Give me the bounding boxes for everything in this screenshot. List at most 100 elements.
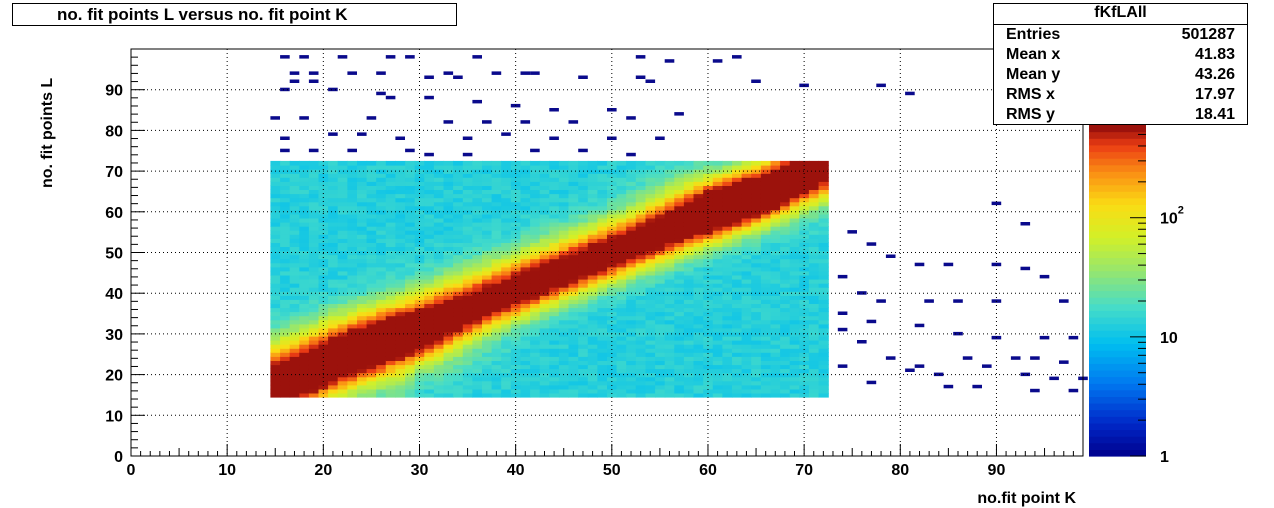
heatmap-cell — [491, 295, 502, 300]
heatmap-cell — [308, 356, 320, 361]
heatmap-cell — [741, 274, 752, 280]
heatmap-cell — [712, 185, 723, 190]
heatmap-cell — [520, 311, 531, 317]
heatmap-cell — [270, 230, 281, 235]
heatmap-cell — [780, 234, 791, 239]
heatmap-cell — [328, 173, 339, 178]
heatmap-cell — [308, 181, 320, 186]
heatmap-cell — [751, 376, 762, 382]
heatmap-cell — [443, 303, 454, 309]
heatmap-cell — [789, 160, 800, 166]
heatmap-cell — [799, 368, 810, 374]
heatmap-cell — [424, 160, 435, 166]
heatmap-cell — [693, 246, 704, 252]
heatmap-cell — [308, 189, 320, 195]
heatmap-cell — [530, 254, 541, 260]
heatmap-cell — [549, 392, 560, 398]
heatmap-cell — [597, 315, 608, 321]
heatmap-cell — [741, 283, 752, 288]
heatmap-cell — [308, 327, 320, 333]
heatmap-cell — [491, 315, 502, 321]
heatmap-cell — [433, 384, 445, 390]
heatmap-cell — [395, 169, 406, 174]
heatmap-cell — [357, 209, 368, 215]
heatmap-cell — [530, 226, 541, 231]
heatmap-cell — [539, 364, 550, 370]
heatmap-cell — [808, 392, 820, 398]
heatmap-cell — [491, 319, 502, 325]
heatmap-cell — [539, 238, 550, 243]
heatmap-cell — [424, 95, 434, 100]
heatmap-cell — [568, 352, 579, 357]
heatmap-cell — [280, 193, 291, 199]
heatmap-cell — [674, 266, 685, 272]
heatmap-cell — [270, 197, 281, 203]
heatmap-cell — [472, 295, 483, 300]
heatmap-cell — [857, 291, 867, 295]
color-scale-segment — [1089, 389, 1146, 397]
heatmap-cell — [693, 364, 704, 370]
heatmap-cell — [395, 299, 406, 304]
heatmap-cell — [280, 169, 291, 174]
heatmap-cell — [607, 319, 618, 325]
x-tick-label: 80 — [891, 462, 909, 479]
heatmap-cell — [539, 242, 550, 247]
heatmap-cell — [568, 185, 579, 190]
heatmap-cell — [626, 197, 637, 203]
heatmap-cell — [376, 307, 387, 313]
heatmap-cell — [424, 201, 435, 207]
heatmap-cell — [789, 392, 800, 398]
heatmap-cell — [328, 230, 339, 235]
heatmap-cell — [366, 279, 377, 284]
heatmap-cell — [530, 323, 541, 329]
heatmap-cell — [568, 169, 579, 174]
heatmap-cell — [607, 177, 618, 182]
heatmap-cell — [645, 340, 656, 345]
heatmap-cell — [443, 360, 454, 366]
heatmap-cell — [482, 258, 493, 264]
heatmap-cell — [395, 217, 406, 223]
heatmap-cell — [501, 352, 512, 357]
heatmap-cell — [626, 246, 637, 252]
heatmap-cell — [347, 270, 358, 276]
heatmap-cell — [780, 165, 791, 170]
heatmap-cell — [366, 287, 377, 292]
heatmap-cell — [664, 177, 675, 182]
heatmap-cell — [472, 55, 482, 59]
heatmap-cell — [443, 372, 454, 378]
heatmap-cell — [674, 380, 685, 386]
heatmap-cell — [357, 226, 368, 231]
color-scale-segment — [1089, 369, 1146, 378]
heatmap-cell — [655, 189, 666, 195]
heatmap-cell — [568, 335, 579, 341]
heatmap-cell — [751, 250, 762, 256]
heatmap-cell — [597, 356, 608, 361]
heatmap-cell — [405, 189, 416, 195]
heatmap-cell — [732, 327, 743, 333]
heatmap-cell — [385, 360, 396, 366]
heatmap-cell — [635, 327, 646, 333]
heatmap-cell — [530, 279, 541, 284]
heatmap-cell — [799, 348, 810, 353]
heatmap-cell — [674, 283, 685, 288]
heatmap-cell — [357, 348, 368, 353]
heatmap-cell — [607, 222, 618, 227]
heatmap-cell — [270, 246, 281, 252]
heatmap-cell — [462, 152, 473, 157]
heatmap-cell — [607, 201, 618, 207]
heatmap-cell — [635, 368, 646, 374]
heatmap-cell — [270, 303, 281, 309]
heatmap-cell — [405, 274, 416, 280]
heatmap-cell — [760, 368, 772, 374]
heatmap-cell — [289, 283, 300, 288]
heatmap-cell — [376, 270, 387, 276]
heatmap-cell — [770, 185, 781, 190]
heatmap-cell — [520, 380, 531, 386]
heatmap-cell — [549, 372, 560, 378]
heatmap-cell — [433, 348, 445, 353]
heatmap-cell — [462, 185, 473, 190]
heatmap-cell — [607, 197, 618, 203]
heatmap-cell — [751, 213, 762, 219]
heatmap-cell — [635, 372, 646, 378]
heatmap-cell — [299, 258, 310, 264]
